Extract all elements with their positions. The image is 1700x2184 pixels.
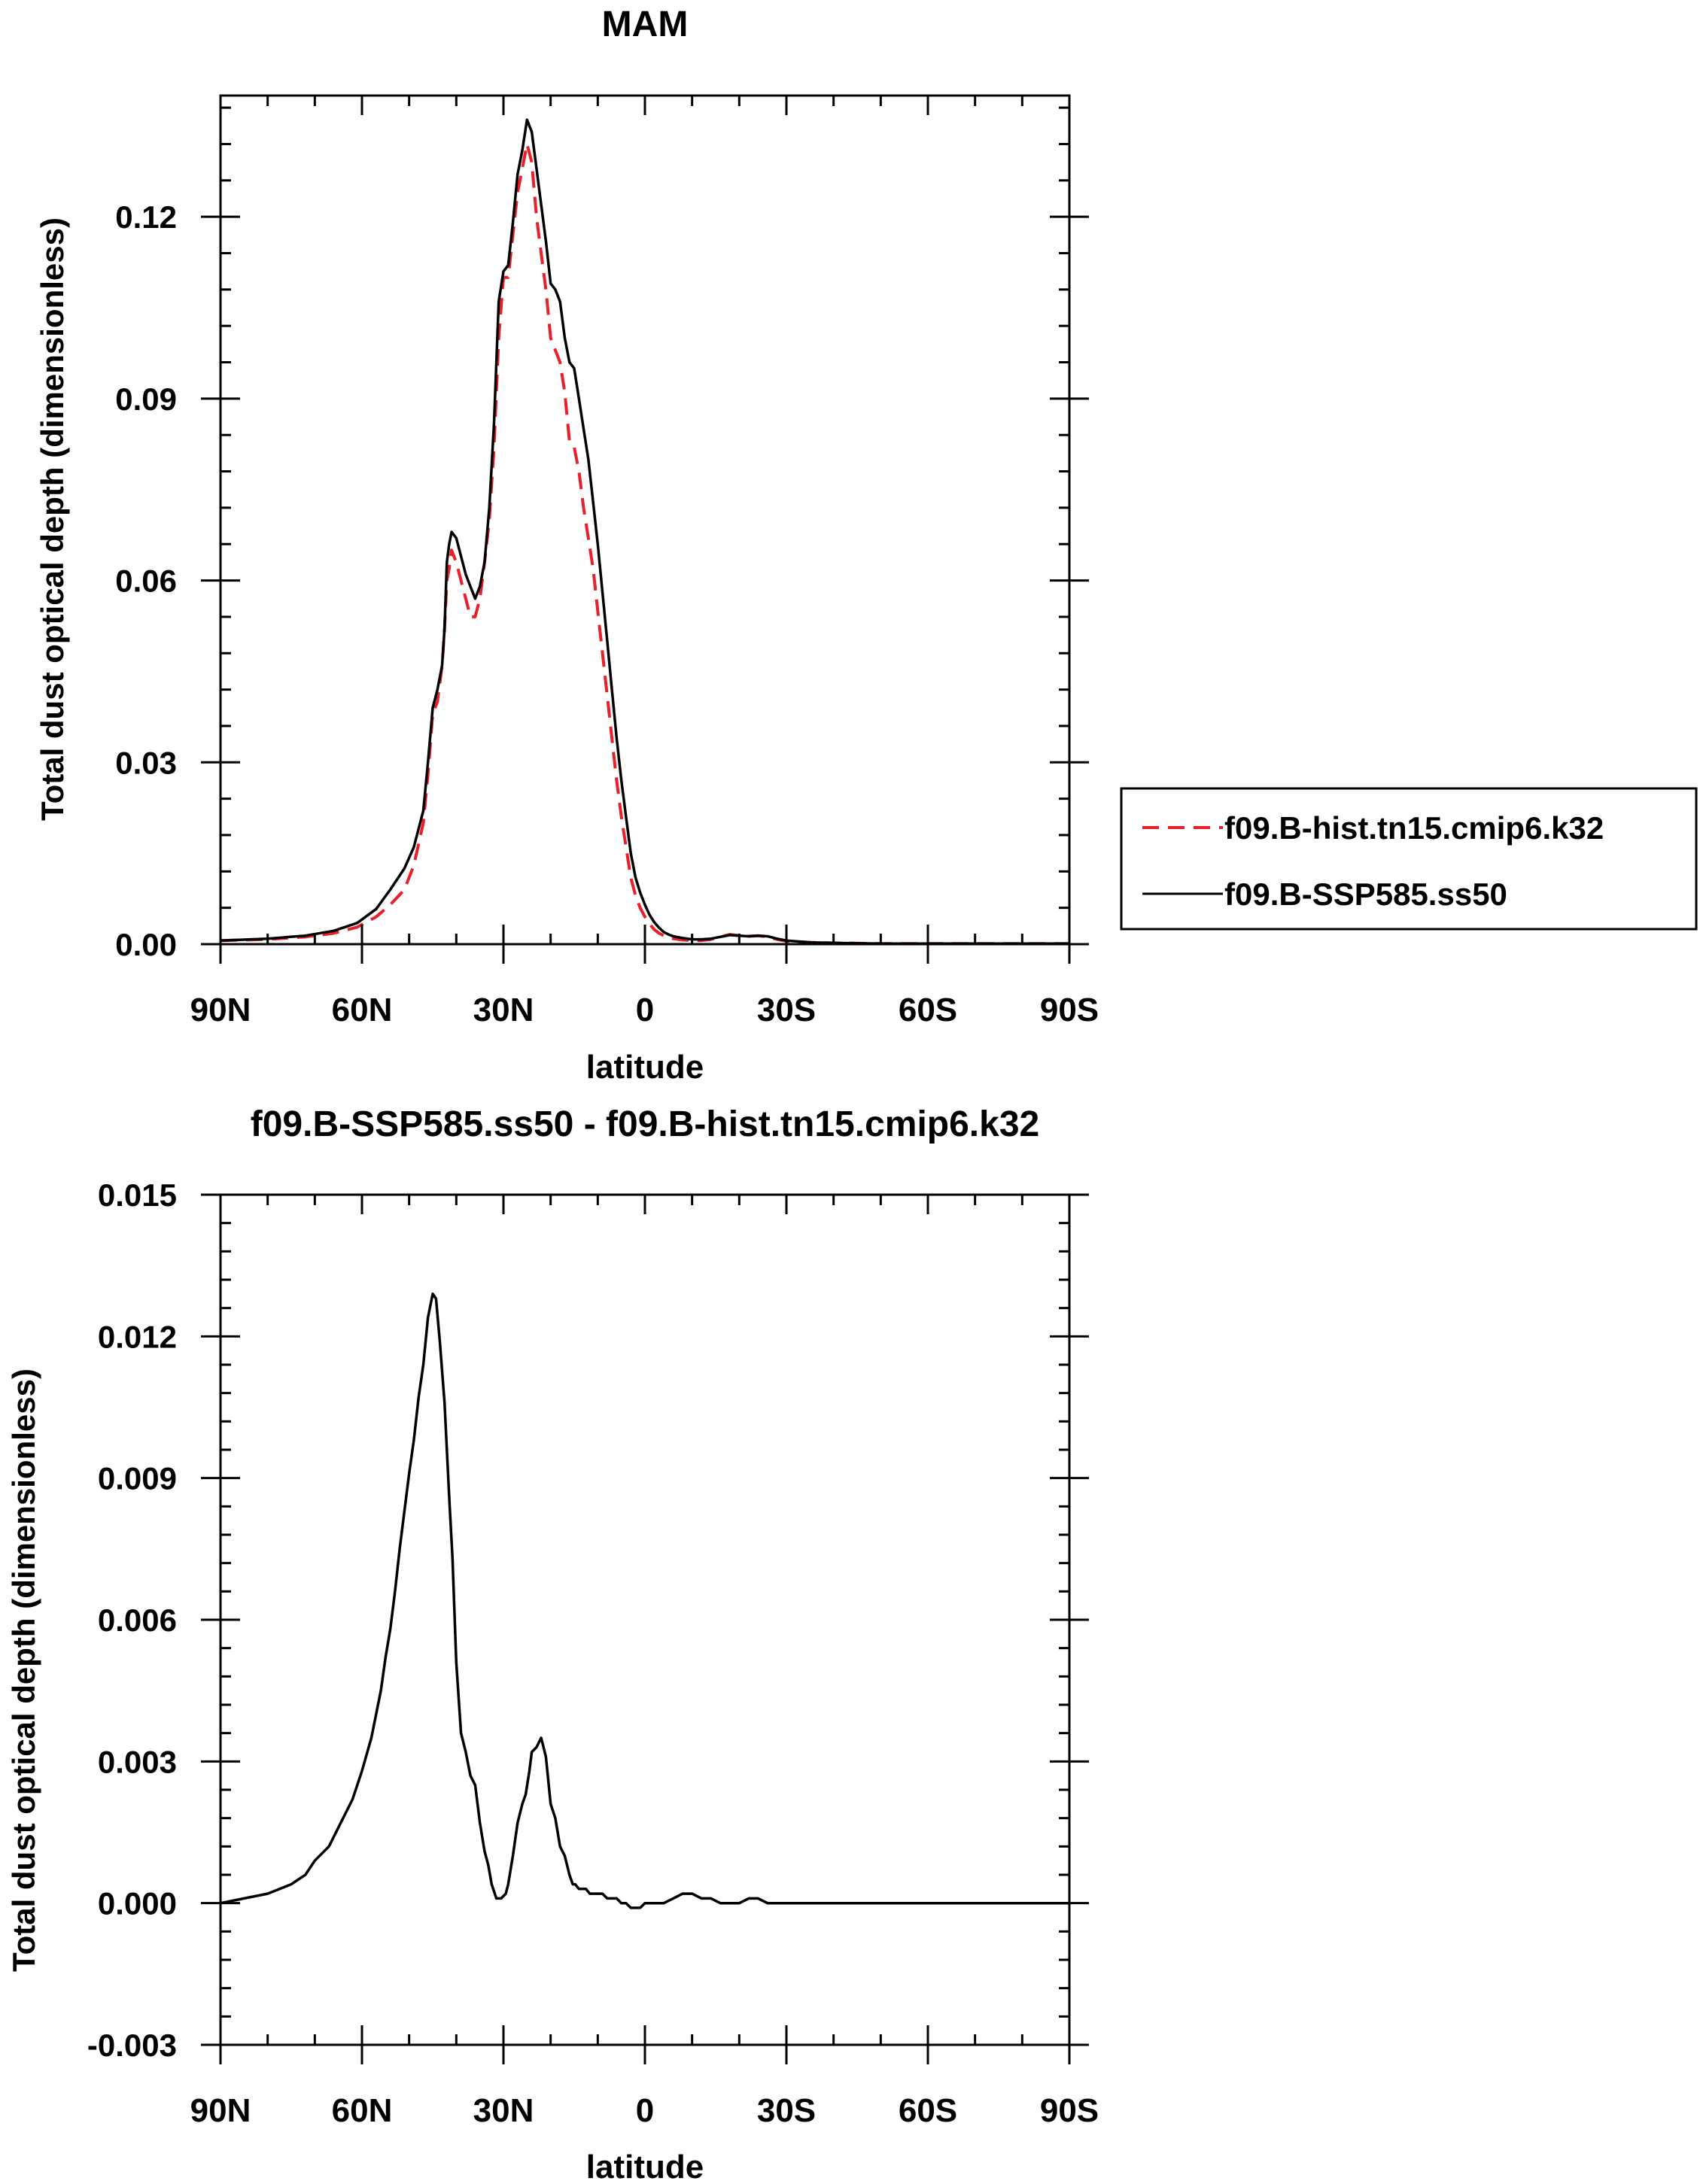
- top-series-line-1: [220, 118, 1069, 945]
- top-y-tick-label: 0.12: [115, 199, 177, 235]
- bottom-plot-frame: [219, 1193, 1071, 2046]
- legend-label-ssp585: f09.B-SSP585.ss50: [1224, 876, 1507, 912]
- bottom-y-tick-label: 0.009: [98, 1461, 177, 1496]
- bottom-x-tick-label: 0: [636, 2092, 654, 2129]
- bottom-chart-panel: f09.B-SSP585.ss50 - f09.B-hist.tn15.cmip…: [6, 1104, 1099, 2184]
- top-x-tick-label: 60S: [899, 992, 957, 1028]
- bottom-y-tick-label: 0.015: [98, 1177, 177, 1213]
- top-series-line-0: [220, 142, 1069, 946]
- top-chart-panel: MAM 90N 60N 30N 0 30S 60S 90S 0.00 0.03 0.06 0.09 0…: [35, 5, 1698, 1086]
- bottom-y-tick-label: 0.006: [98, 1602, 177, 1638]
- bottom-series-line-0: [220, 1292, 1069, 1909]
- top-plot-area: 90N 60N 30N 0 30S 60S 90S 0.00 0.03 0.06 0.09 0.12: [115, 94, 1099, 1028]
- top-plot-frame: [219, 94, 1071, 946]
- bottom-y-axis-label: Total dust optical depth (dimensionless): [6, 1368, 41, 1972]
- top-y-tick-label: 0.00: [115, 927, 177, 962]
- legend: f09.B-hist.tn15.cmip6.k32 f09.B-SSP585.s…: [1120, 787, 1698, 931]
- bottom-x-tick-label: 60S: [899, 2092, 957, 2129]
- bottom-x-tick-label: 90N: [190, 2092, 251, 2129]
- bottom-plot-area: 90N 60N 30N 0 30S 60S 90S -0.003 0.000 0.003 0.006…: [87, 1177, 1099, 2129]
- bottom-x-axis-label: latitude: [586, 2149, 704, 2184]
- top-x-tick-label: 90N: [190, 992, 251, 1028]
- legend-box: [1120, 787, 1698, 931]
- bottom-y-tick-label: 0.000: [98, 1886, 177, 1921]
- top-x-tick-label: 0: [636, 992, 654, 1028]
- top-y-tick-label: 0.09: [115, 381, 177, 417]
- top-x-tick-label: 90S: [1040, 992, 1099, 1028]
- top-y-tick-label: 0.06: [115, 563, 177, 599]
- bottom-y-tick-label: -0.003: [87, 2028, 177, 2063]
- top-x-tick-label: 30S: [757, 992, 816, 1028]
- bottom-x-tick-label: 30S: [757, 2092, 816, 2129]
- bottom-x-tick-label: 60N: [332, 2092, 393, 2129]
- top-y-axis-label: Total dust optical depth (dimensionless): [35, 217, 70, 821]
- bottom-y-tick-label: 0.012: [98, 1319, 177, 1354]
- bottom-x-tick-label: 90S: [1040, 2092, 1099, 2129]
- bottom-y-tick-label: 0.003: [98, 1744, 177, 1779]
- bottom-x-tick-label: 30N: [473, 2092, 534, 2129]
- legend-label-hist: f09.B-hist.tn15.cmip6.k32: [1224, 810, 1604, 846]
- top-x-tick-label: 30N: [473, 992, 534, 1028]
- bottom-chart-title: f09.B-SSP585.ss50 - f09.B-hist.tn15.cmip…: [251, 1104, 1039, 1144]
- top-y-tick-label: 0.03: [115, 745, 177, 780]
- top-x-tick-label: 60N: [332, 992, 393, 1028]
- top-chart-title: MAM: [602, 5, 689, 44]
- top-x-axis-label: latitude: [586, 1049, 704, 1086]
